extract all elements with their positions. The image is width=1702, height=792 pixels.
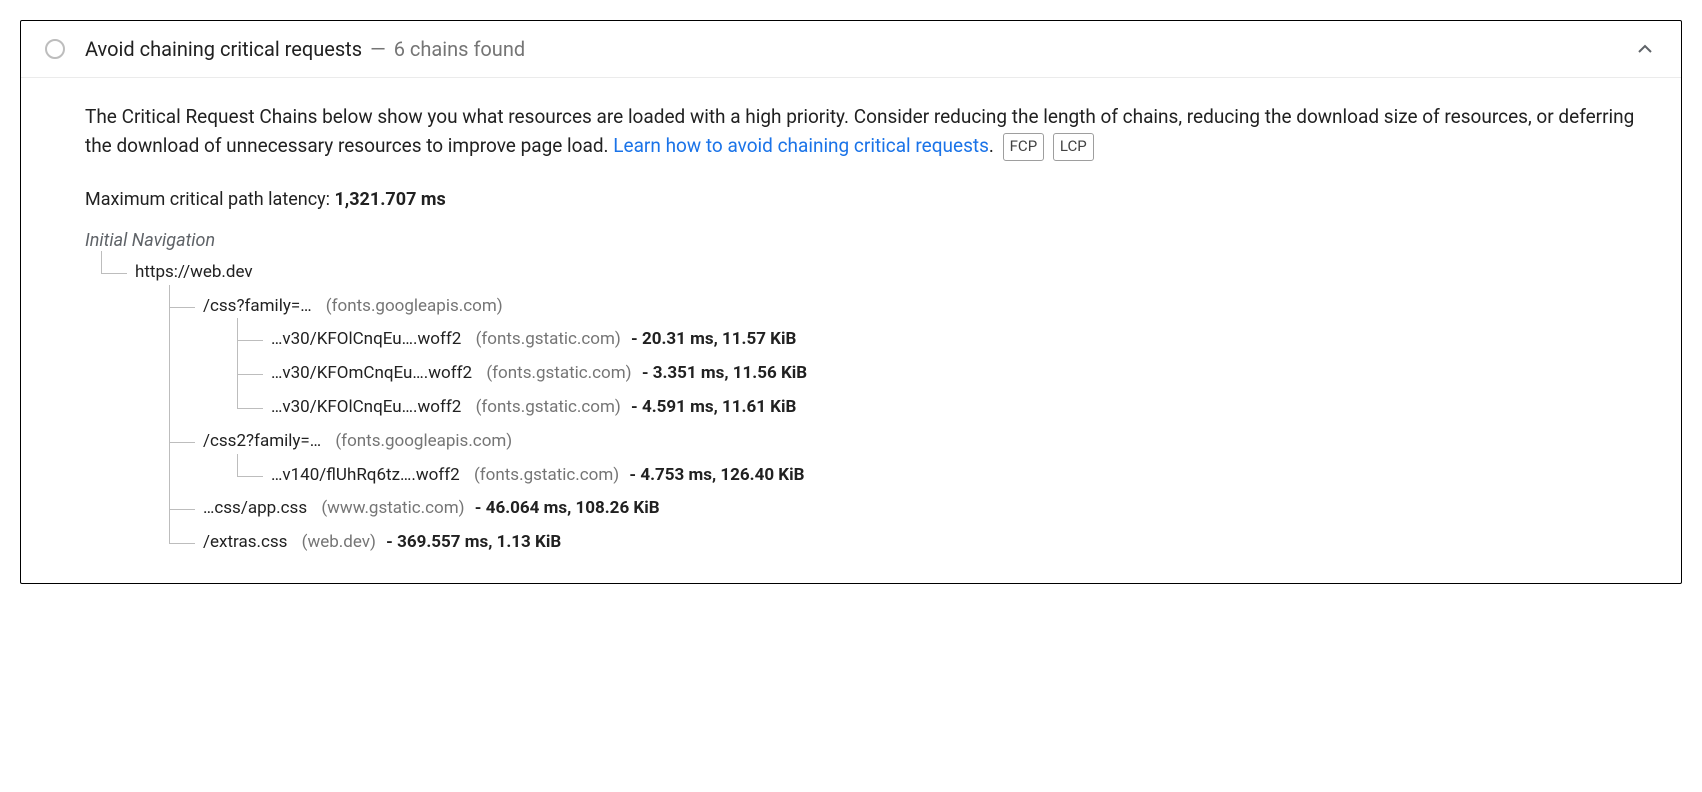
max-latency-value: 1,321.707 ms <box>334 189 445 210</box>
description-suffix: . <box>989 134 994 157</box>
node-path: /extras.css <box>203 532 287 552</box>
node-host: (fonts.googleapis.com) <box>335 431 512 451</box>
tree-node: …v140/flUhRq6tz….woff2 (fonts.gstatic.co… <box>237 454 1645 488</box>
node-path: …v140/flUhRq6tz….woff2 <box>271 465 460 485</box>
status-neutral-icon <box>45 39 65 59</box>
learn-more-link[interactable]: Learn how to avoid chaining critical req… <box>613 134 989 157</box>
tree-node: https://web.dev /css?family=… (fonts.goo… <box>101 251 1645 555</box>
lcp-badge: LCP <box>1053 133 1094 160</box>
audit-count: 6 chains found <box>394 37 525 61</box>
audit-card: Avoid chaining critical requests — 6 cha… <box>20 20 1682 584</box>
tree-node: …v30/KFOmCnqEu….woff2 (fonts.gstatic.com… <box>237 352 1645 386</box>
node-stats: - 4.591 ms, 11.61 KiB <box>631 397 796 417</box>
audit-header[interactable]: Avoid chaining critical requests — 6 cha… <box>21 21 1681 78</box>
node-host: (fonts.googleapis.com) <box>326 296 503 316</box>
node-stats: - 46.064 ms, 108.26 KiB <box>475 498 660 518</box>
tree-node: /css2?family=… (fonts.googleapis.com) …v… <box>169 420 1645 488</box>
fcp-badge: FCP <box>1003 133 1045 160</box>
request-chain-tree: https://web.dev /css?family=… (fonts.goo… <box>85 251 1645 555</box>
node-path: …v30/KFOlCnqEu….woff2 <box>271 397 461 417</box>
node-stats: - 369.557 ms, 1.13 KiB <box>386 532 561 552</box>
node-path: /css?family=… <box>203 296 312 316</box>
node-host: (fonts.gstatic.com) <box>476 329 621 349</box>
audit-description: The Critical Request Chains below show y… <box>85 102 1645 161</box>
node-path: …css/app.css <box>203 498 307 518</box>
node-path: …v30/KFOlCnqEu….woff2 <box>271 329 461 349</box>
node-stats: - 4.753 ms, 126.40 KiB <box>629 465 804 485</box>
node-host: (web.dev) <box>302 532 376 552</box>
node-host: (fonts.gstatic.com) <box>486 363 631 383</box>
tree-node: …css/app.css (www.gstatic.com) - 46.064 … <box>169 487 1645 521</box>
tree-node: /css?family=… (fonts.googleapis.com) …v3… <box>169 285 1645 420</box>
max-latency-label: Maximum critical path latency: <box>85 189 334 210</box>
node-host: (fonts.gstatic.com) <box>476 397 621 417</box>
tree-node: …v30/KFOlCnqEu….woff2 (fonts.gstatic.com… <box>237 318 1645 352</box>
node-path: /css2?family=… <box>203 431 321 451</box>
tree-root-label: Initial Navigation <box>85 230 1645 251</box>
node-host: (www.gstatic.com) <box>321 498 464 518</box>
tree-node: /extras.css (web.dev) - 369.557 ms, 1.13… <box>169 521 1645 555</box>
node-stats: - 20.31 ms, 11.57 KiB <box>631 329 796 349</box>
node-host: (fonts.gstatic.com) <box>474 465 619 485</box>
chevron-up-icon[interactable] <box>1633 37 1657 61</box>
max-latency: Maximum critical path latency: 1,321.707… <box>85 189 1645 210</box>
tree-node: …v30/KFOlCnqEu….woff2 (fonts.gstatic.com… <box>237 386 1645 420</box>
title-separator: — <box>370 37 386 61</box>
node-stats: - 3.351 ms, 11.56 KiB <box>642 363 807 383</box>
node-path: https://web.dev <box>135 262 253 282</box>
node-path: …v30/KFOmCnqEu….woff2 <box>271 363 472 383</box>
audit-body: The Critical Request Chains below show y… <box>21 78 1681 583</box>
audit-title: Avoid chaining critical requests <box>85 37 362 61</box>
